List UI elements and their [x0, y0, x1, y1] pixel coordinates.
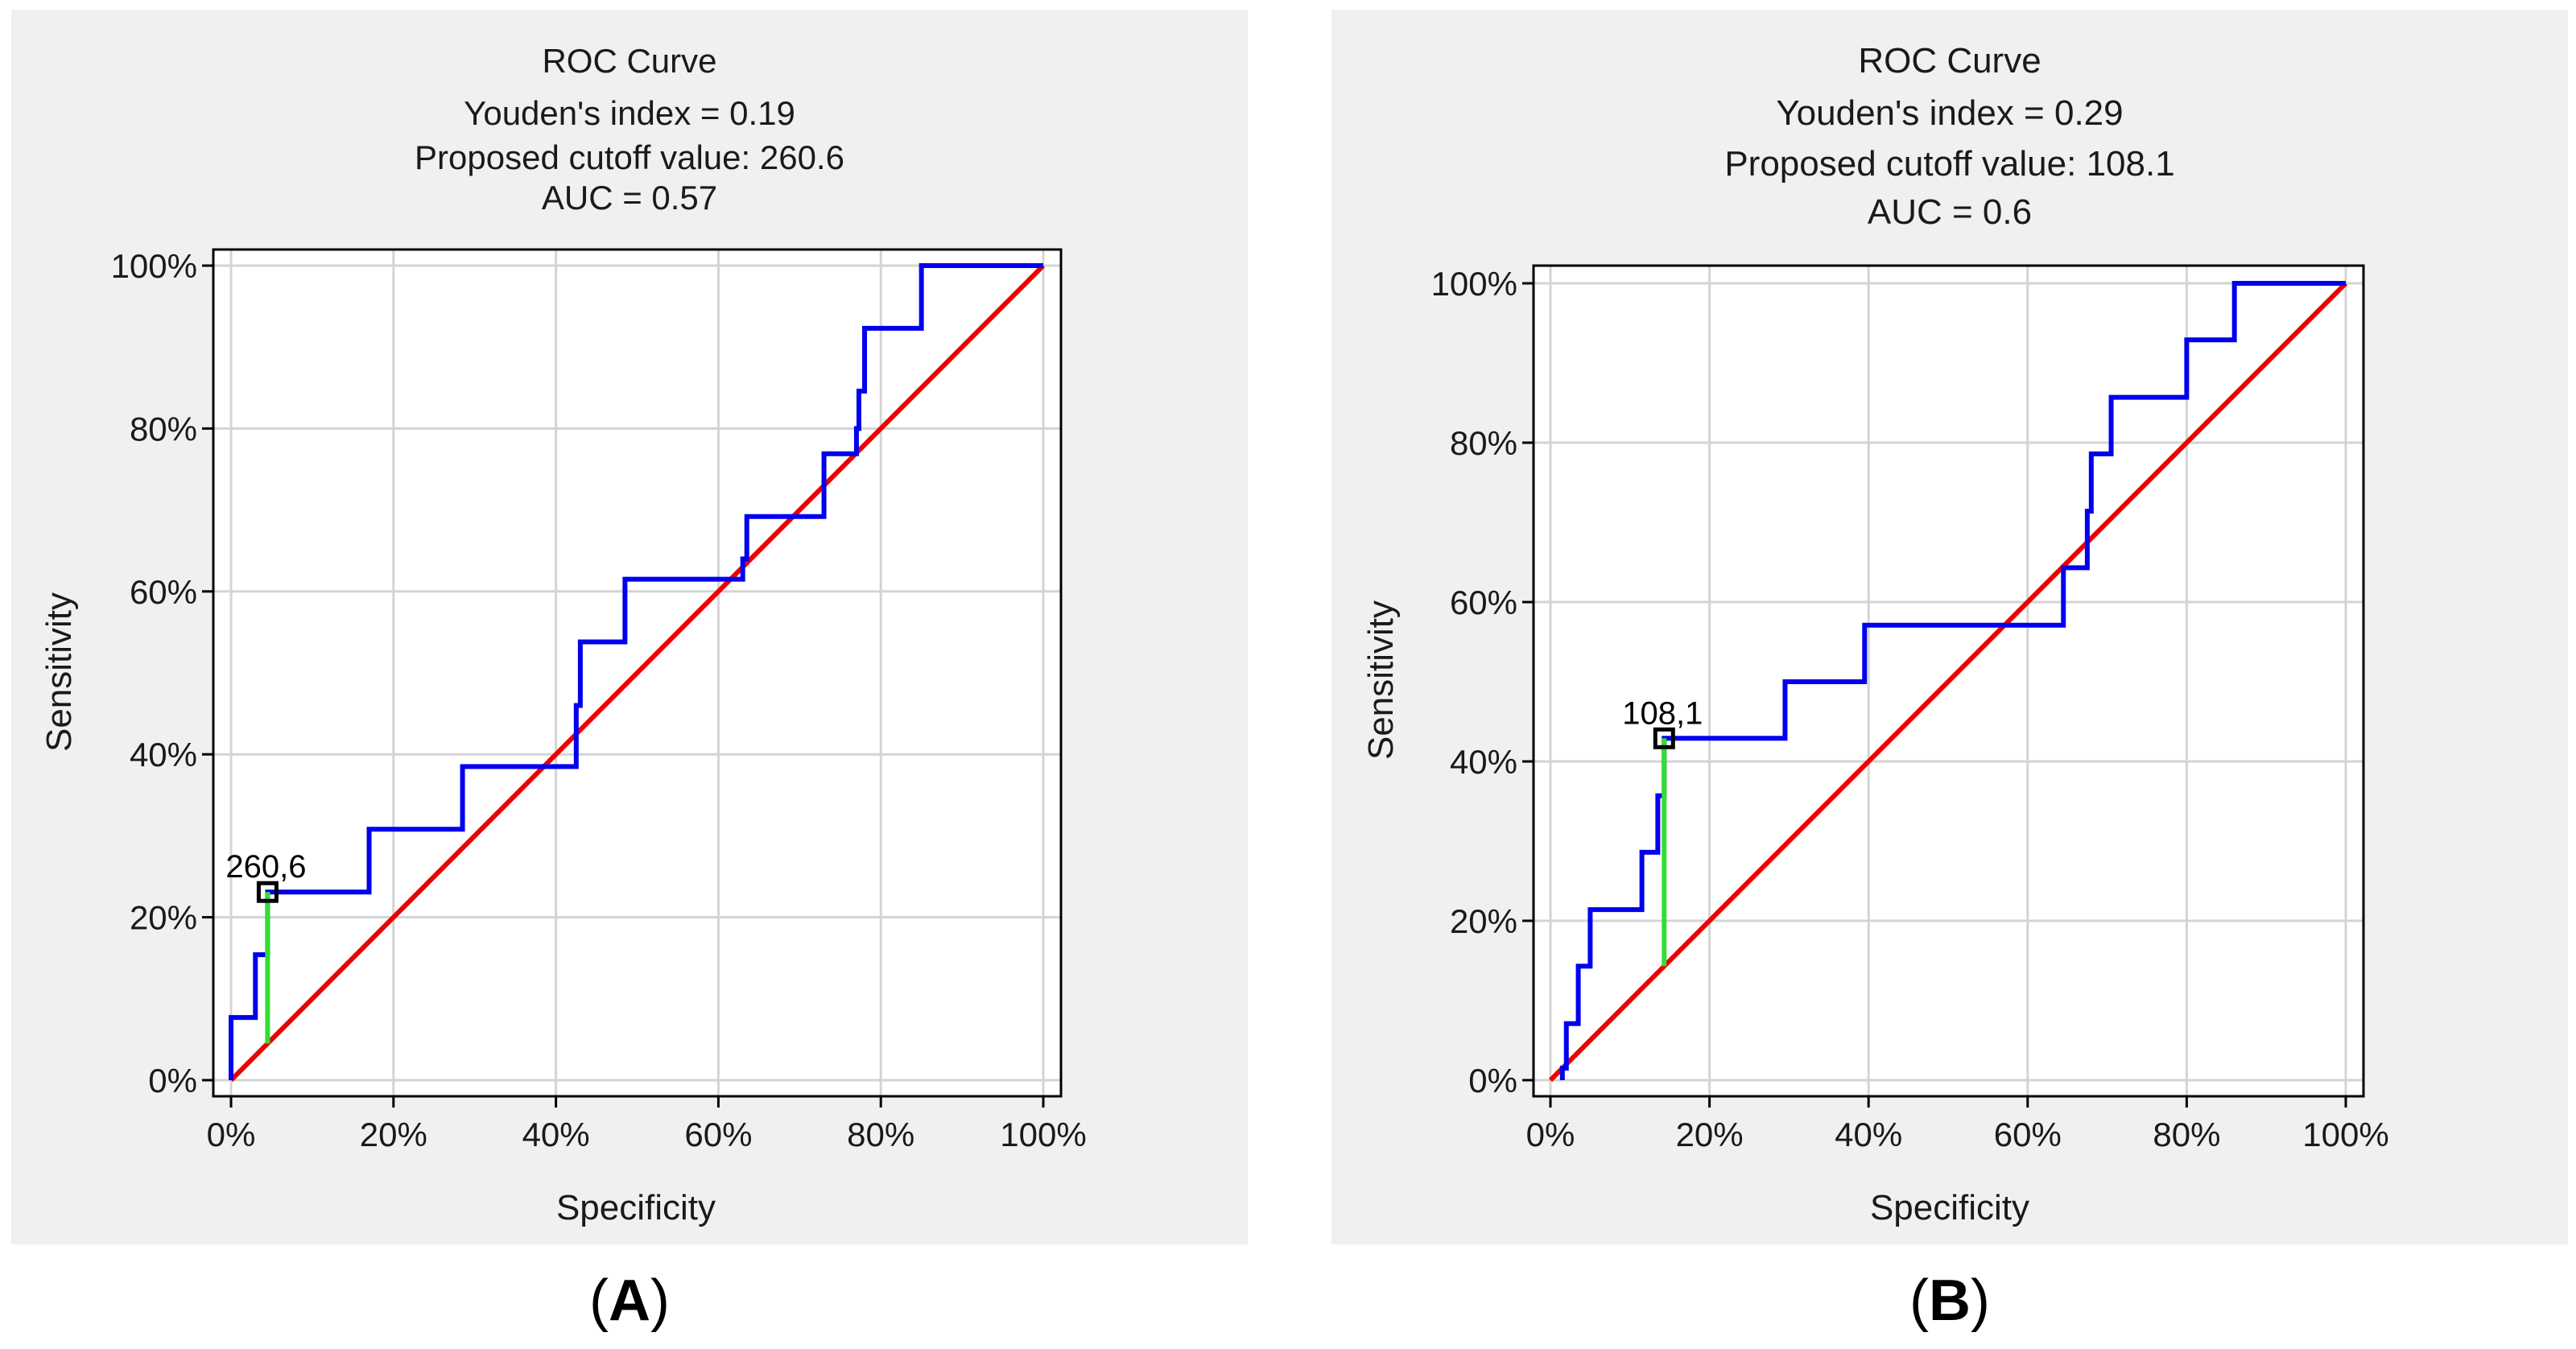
- panel-a-y-tick-label: 20%: [130, 899, 197, 937]
- panel-b-cutoff-marker: [1653, 727, 1675, 749]
- panel-a-y-tick-label: 100%: [111, 247, 197, 285]
- panel-a-plot-frame: [212, 248, 1063, 1098]
- panel-b-cutoff-label: 108,1: [1622, 695, 1703, 731]
- panel-b-cutoff-value: Proposed cutoff value: 108.1: [1724, 144, 2174, 184]
- panel-b-plot-frame: [1532, 264, 2365, 1098]
- panel-b-y-tick-label: 40%: [1450, 743, 1517, 781]
- panel-a-plot: 0% 20% 40% 60% 80% 100% 0% 20% 40% 60% 80% 100% 260,…: [111, 247, 1087, 1153]
- panel-b-reference-line: [1548, 281, 2348, 1083]
- panel-b-ylabel: Sensitivity: [1361, 600, 1401, 760]
- panel-a-x-tick-label: 0%: [207, 1116, 256, 1153]
- panel-a-title: ROC Curve: [542, 42, 716, 80]
- panel-a-auc: AUC = 0.57: [542, 179, 717, 217]
- svg-text:(A): (A): [589, 1269, 670, 1333]
- panel-a-cutoff-marker: [256, 881, 279, 903]
- panel-b: ROC Curve Youden's index = 0.29 Proposed…: [1331, 10, 2568, 1244]
- svg-text:(B): (B): [1909, 1269, 1990, 1333]
- panel-a-x-tick-label: 40%: [522, 1116, 590, 1153]
- panel-a-y-tick-label: 60%: [130, 573, 197, 611]
- panel-a-xlabel: Specificity: [556, 1188, 716, 1227]
- panel-b-x-tick-label: 60%: [1994, 1116, 2062, 1153]
- panel-a-y-tick-label: 40%: [130, 736, 197, 774]
- panel-a-cutoff-label: 260,6: [225, 849, 306, 885]
- panel-b-x-tick-label: 0%: [1526, 1116, 1575, 1153]
- panel-a-reference-line: [229, 263, 1046, 1083]
- panel-a-x-tick-label: 100%: [1000, 1116, 1086, 1153]
- panel-a: ROC Curve Youden's index = 0.19 Proposed…: [11, 10, 1248, 1244]
- panel-a-ylabel: Sensitivity: [39, 592, 79, 752]
- panel-label-b: (B): [1909, 1269, 1990, 1333]
- panel-b-y-tick-label: 80%: [1450, 424, 1517, 462]
- panel-b-title: ROC Curve: [1858, 41, 2041, 80]
- panel-b-y-tick-label: 0%: [1468, 1062, 1517, 1099]
- panel-b-y-tick-label: 60%: [1450, 584, 1517, 621]
- panel-a-cutoff-value: Proposed cutoff value: 260.6: [415, 138, 844, 176]
- panel-a-y-tick-label: 0%: [148, 1062, 197, 1099]
- panel-a-x-tick-label: 60%: [684, 1116, 752, 1153]
- panel-b-plot: 0% 20% 40% 60% 80% 100% 0% 20% 40% 60% 80% 100% 108,…: [1431, 264, 2389, 1153]
- panel-b-x-tick-label: 20%: [1676, 1116, 1744, 1153]
- panel-b-y-tick-label: 20%: [1450, 902, 1517, 940]
- panel-b-auc: AUC = 0.6: [1868, 192, 2032, 232]
- panel-a-y-tick-label: 80%: [130, 410, 197, 448]
- panel-b-x-tick-label: 100%: [2302, 1116, 2388, 1153]
- panel-label-a: (A): [589, 1269, 670, 1333]
- panel-b-y-tick-label: 100%: [1431, 265, 1517, 303]
- panel-label-a-letter: A: [609, 1269, 650, 1333]
- panel-b-x-tick-label: 40%: [1835, 1116, 1902, 1153]
- panel-b-youden-index: Youden's index = 0.29: [1776, 93, 2123, 133]
- panel-b-xlabel: Specificity: [1870, 1188, 2029, 1227]
- panel-label-b-letter: B: [1929, 1269, 1971, 1333]
- panel-a-x-tick-label: 80%: [847, 1116, 914, 1153]
- panel-a-x-tick-label: 20%: [360, 1116, 427, 1153]
- panel-b-x-tick-label: 80%: [2153, 1116, 2220, 1153]
- panel-b-roc-curve: [1559, 281, 2346, 1080]
- panel-a-youden-index: Youden's index = 0.19: [464, 94, 795, 132]
